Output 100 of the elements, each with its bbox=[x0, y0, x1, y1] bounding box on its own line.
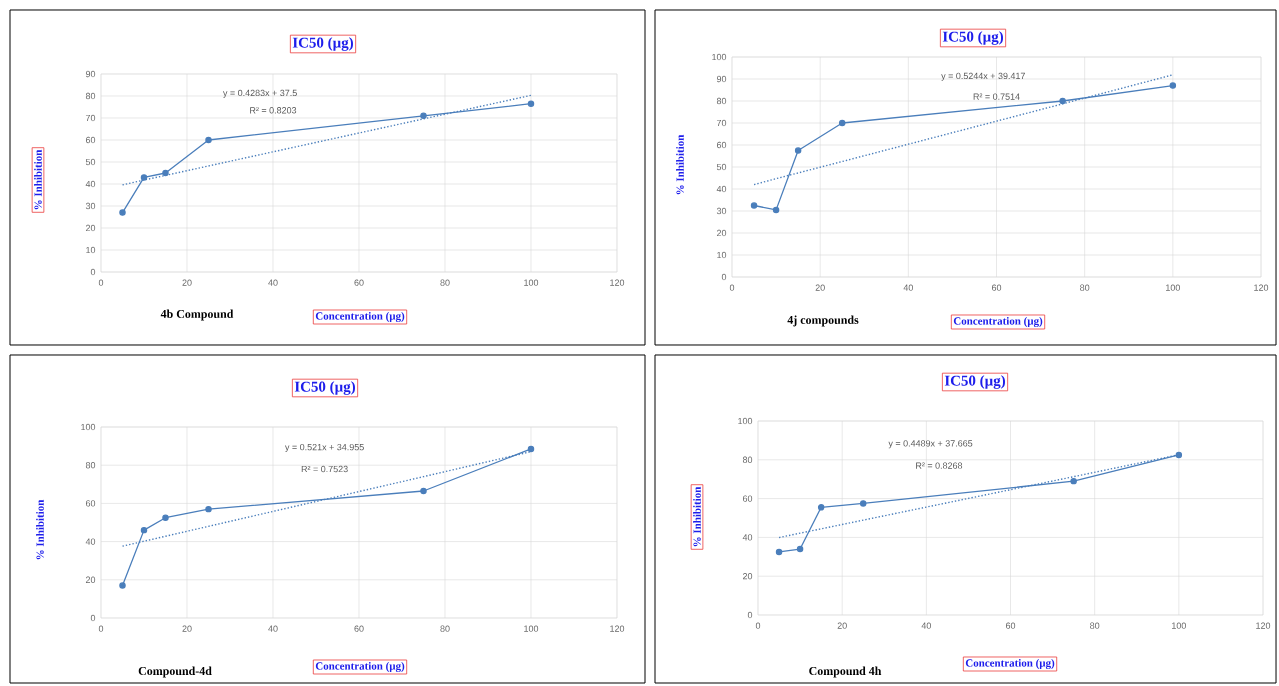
x-tick-label: 80 bbox=[1080, 284, 1090, 291]
x-tick-label: 100 bbox=[1172, 622, 1186, 629]
y-tick-label: 50 bbox=[85, 158, 96, 166]
point bbox=[119, 209, 126, 216]
point bbox=[1059, 97, 1066, 105]
point bbox=[859, 500, 867, 507]
text: 4j compounds bbox=[787, 315, 859, 327]
annotation: R² = 0.8203 bbox=[250, 107, 297, 114]
y-tick-label: 40 bbox=[742, 534, 753, 541]
chart-title: IC50 (µg) bbox=[942, 31, 1003, 45]
y-tick-label: 70 bbox=[716, 119, 727, 127]
x-tick-label: 40 bbox=[268, 625, 278, 632]
y-tick-label: 40 bbox=[85, 180, 96, 188]
x-axis-title: Concentration (µg) bbox=[953, 316, 1043, 328]
y-tick-label: 60 bbox=[85, 136, 96, 144]
point bbox=[420, 487, 427, 495]
point bbox=[205, 505, 212, 513]
x-tick-label: 120 bbox=[610, 279, 625, 286]
chart-title: IC50 (µg) bbox=[292, 37, 353, 51]
point bbox=[162, 514, 169, 521]
point bbox=[162, 169, 169, 177]
x-tick-label: 20 bbox=[837, 622, 847, 629]
annotation: y = 0.4489x + 37.665 bbox=[888, 440, 973, 449]
y-tick-label: 90 bbox=[85, 70, 96, 78]
y-tick-label: 40 bbox=[85, 538, 96, 545]
x-tick-label: 20 bbox=[815, 284, 825, 291]
chart-title: IC50 (µg) bbox=[294, 381, 355, 395]
point bbox=[1169, 82, 1177, 89]
point bbox=[838, 119, 846, 127]
x-tick-label: 80 bbox=[440, 625, 450, 632]
x-axis-title: Concentration (µg) bbox=[965, 659, 1055, 670]
point bbox=[817, 504, 825, 511]
point bbox=[750, 202, 758, 209]
x-axis-title: Concentration (µg) bbox=[315, 662, 405, 673]
y-tick-label: 100 bbox=[81, 423, 96, 431]
y-tick-label: 0 bbox=[90, 268, 96, 276]
point bbox=[420, 112, 427, 120]
x-tick-label: 120 bbox=[1256, 622, 1271, 629]
point bbox=[527, 445, 535, 453]
x-tick-label: 60 bbox=[991, 284, 1002, 291]
y-tick-label: 20 bbox=[716, 229, 727, 237]
annotation: R² = 0.7514 bbox=[973, 93, 1020, 100]
x-tick-label: 0 bbox=[98, 279, 104, 286]
y-tick-label: 10 bbox=[86, 246, 96, 254]
y-tick-label: 0 bbox=[747, 611, 753, 619]
y-tick-label: 20 bbox=[85, 576, 96, 583]
x-axis-title: Concentration (µg) bbox=[315, 311, 405, 323]
x-tick-label: 80 bbox=[440, 279, 450, 286]
x-tick-label: 120 bbox=[1254, 284, 1269, 291]
y-tick-label: 80 bbox=[85, 462, 96, 469]
annotation: R² = 0.7523 bbox=[301, 465, 348, 473]
y-tick-label: 80 bbox=[716, 97, 727, 105]
y-tick-label: 10 bbox=[717, 251, 727, 259]
point bbox=[140, 526, 148, 534]
point bbox=[205, 136, 212, 144]
x-tick-label: 60 bbox=[354, 625, 364, 632]
y-axis-title: % Inhibition bbox=[676, 134, 684, 195]
y-tick-label: 20 bbox=[742, 573, 753, 580]
point bbox=[1175, 451, 1183, 459]
x-tick-label: 60 bbox=[1005, 622, 1016, 629]
y-tick-label: 70 bbox=[85, 114, 96, 122]
y-axis-title: % Inhibition bbox=[34, 149, 42, 210]
y-tick-label: 0 bbox=[90, 614, 96, 622]
y-tick-label: 90 bbox=[716, 75, 727, 83]
chart-title: IC50 (µg) bbox=[944, 375, 1005, 389]
annotation: y = 0.4283x + 37.5 bbox=[222, 89, 297, 98]
point bbox=[796, 545, 804, 553]
x-tick-label: 100 bbox=[524, 279, 539, 286]
point bbox=[775, 548, 783, 556]
y-tick-label: 60 bbox=[85, 500, 96, 507]
x-tick-label: 20 bbox=[182, 625, 192, 632]
x-tick-label: 100 bbox=[524, 625, 539, 632]
x-tick-label: 40 bbox=[268, 279, 278, 286]
y-tick-label: 100 bbox=[738, 417, 753, 425]
y-tick-label: 20 bbox=[85, 224, 96, 232]
y-tick-label: 40 bbox=[716, 185, 727, 193]
x-tick-label: 0 bbox=[98, 625, 104, 632]
point bbox=[772, 206, 780, 214]
x-tick-label: 0 bbox=[755, 622, 761, 629]
x-tick-label: 100 bbox=[1166, 284, 1180, 291]
y-tick-label: 100 bbox=[712, 53, 727, 61]
y-tick-label: 60 bbox=[742, 495, 753, 502]
annotation: R² = 0.8268 bbox=[916, 462, 963, 469]
x-tick-label: 80 bbox=[1090, 622, 1100, 629]
x-tick-label: 60 bbox=[354, 279, 364, 286]
text: Compound 4h bbox=[809, 666, 882, 678]
y-axis-title: % Inhibition bbox=[693, 486, 701, 547]
x-tick-label: 40 bbox=[921, 622, 931, 629]
annotation: y = 0.5244x + 39.417 bbox=[941, 72, 1025, 81]
x-tick-label: 40 bbox=[903, 284, 913, 291]
point bbox=[140, 174, 148, 181]
text: Compound-4d bbox=[138, 666, 212, 678]
point bbox=[527, 100, 535, 107]
y-tick-label: 0 bbox=[721, 273, 727, 281]
y-tick-label: 80 bbox=[85, 92, 96, 100]
y-tick-label: 30 bbox=[85, 202, 96, 210]
text: 4b Compound bbox=[160, 309, 234, 321]
x-tick-label: 20 bbox=[182, 279, 192, 286]
x-tick-label: 120 bbox=[610, 625, 625, 632]
x-tick-label: 0 bbox=[729, 284, 735, 291]
